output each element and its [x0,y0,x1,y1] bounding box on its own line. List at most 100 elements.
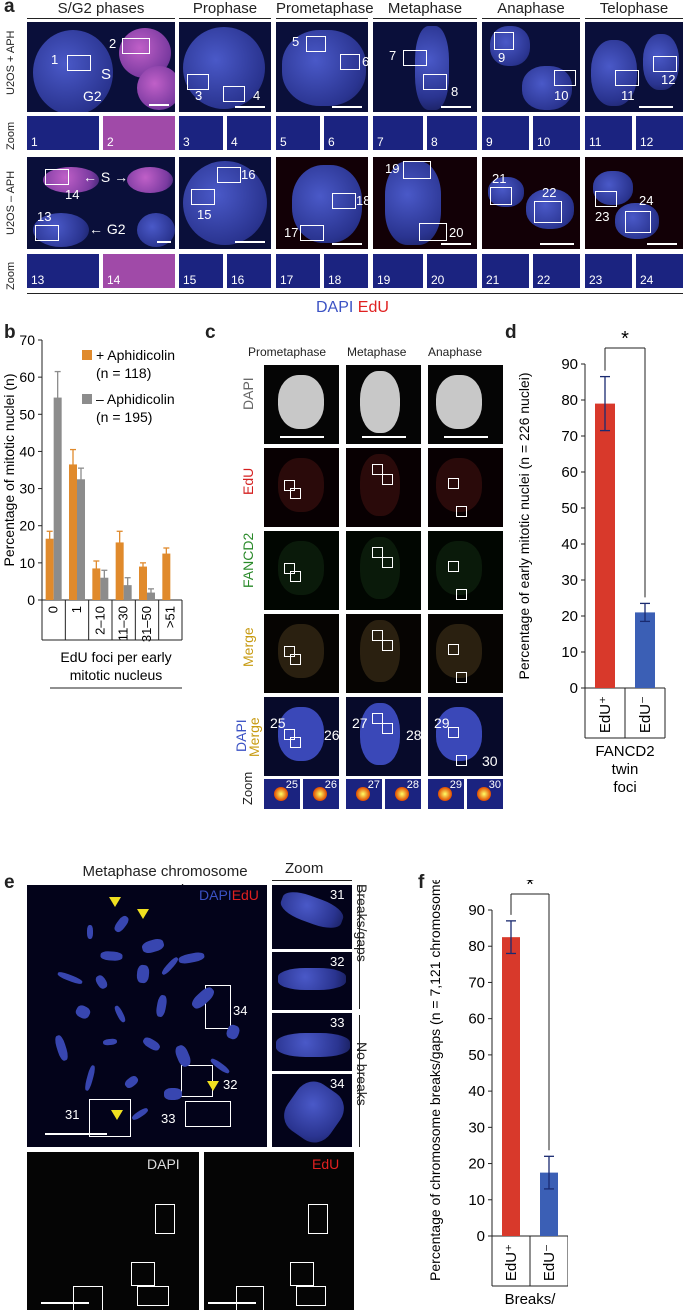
zoom-cell-19: 19 [373,254,423,288]
c-zoom-number: 27 [367,779,380,791]
c-zoom-number: 30 [488,779,501,791]
phase-header-rule-0 [27,18,175,19]
c-zoom-cell: 26 [303,779,339,809]
b-bar [77,479,85,600]
xtick-label: EdU⁺ [597,696,614,733]
zoom-number: 23 [589,273,603,287]
c-chromatin [436,541,482,595]
panel-f-letter: f [418,872,425,893]
c-image-r4-c2: 29 30 [428,697,503,776]
zoom-number: 5 [280,135,287,149]
phase-header-rule-4 [482,18,580,19]
c-image-r4-c1: 27 28 [346,697,421,776]
row-label-aph-minus: U2OS – APH [5,170,17,235]
c-chromatin [278,375,324,429]
ytick-label: 60 [468,1011,485,1028]
c-zoom-box [290,737,301,748]
zoom-number: 15 [183,273,197,287]
row-label-aph-plus: U2OS + APH [5,30,17,95]
c-chromatin [436,458,482,512]
zoom-cell-15: 15 [179,254,223,288]
row-label-zoom-1: Zoom [5,121,17,150]
c-image-r1-c0 [264,448,339,527]
b-bar [69,464,77,600]
ytick-label: 0 [570,680,578,697]
telophase-aph-minus-image: 23 24 [585,157,683,249]
phase-header-0: S/G2 phases [57,0,145,17]
phase-header-rule-1 [179,18,271,19]
chromosome [155,994,168,1018]
break-arrow-icon [137,909,149,919]
ytick-label: 30 [468,1119,485,1136]
ytick-label: 70 [468,974,485,991]
b-ytick-label: 10 [19,555,35,571]
ytick-label: 40 [468,1083,485,1100]
prometaphase-aph-plus-image: 5 6 [276,22,368,112]
phase-header-2: Prometaphase [276,0,374,17]
c-chromatin [436,707,482,761]
prometaphase-aph-minus-image: 18 17 [276,157,368,249]
zoom-cell-18: 18 [324,254,368,288]
legend-dapi-edu: DAPI EdU [316,299,389,316]
ylabel: Percentage of early mitotic nuclei (n = … [516,373,532,680]
b-xtick-label: 0 [46,606,61,613]
ytick-label: 40 [561,536,578,553]
zoom-cell-7: 7 [373,116,423,150]
b-xtick-label: 31–50 [139,606,154,642]
c-zoom-box [284,646,295,657]
panel-d-chart: 0 10 20 30 40 50 60 70 80 90 Percentage of early m… [516,330,666,796]
zoom-number: 18 [328,273,342,287]
ytick-label: 80 [561,392,578,409]
c-zoom-box [448,644,459,655]
c-zoom-number: 26 [324,727,339,743]
zoom-number: 17 [280,273,294,287]
c-zoom-box [290,571,301,582]
chromosome [141,1035,162,1053]
ytick-label: 30 [561,572,578,589]
zoom-e-title: Zoom [285,860,324,877]
c-image-r1-c2 [428,448,503,527]
c-chromatin [278,624,324,678]
ytick-label: 80 [468,938,485,955]
c-zoom-focus [274,787,288,801]
chromosome [136,964,150,984]
break-arrow-icon [109,897,121,907]
metaphase-aph-minus-image: 19 20 [373,157,477,249]
ytick-label: 50 [468,1047,485,1064]
zoom-number: 3 [183,135,190,149]
c-zoom-cell: 28 [385,779,421,809]
metaphase-spread-image: DAPIEdU 34 32 31 33 [27,885,267,1147]
zoom-cell-21: 21 [482,254,529,288]
b-xtick-label: >51 [162,606,177,628]
zoom-number: 24 [640,273,654,287]
b-bar [162,553,171,600]
b-ytick-label: 40 [19,443,35,459]
ytick-label: 60 [561,464,578,481]
row-label-zoom-2: Zoom [5,261,17,290]
c-scalebar [444,436,488,438]
c-zoom-number: 30 [482,753,498,769]
group-label: foci [613,779,636,796]
chromosome [53,1034,70,1062]
c-zoom-box [284,480,295,491]
panel-c-letter: c [205,322,216,343]
zoom-number: 4 [231,135,238,149]
xtick-label: EdU⁺ [503,1244,520,1281]
chromosome [100,950,123,962]
c-chromatin [278,458,324,512]
c-zoom-number: 29 [434,715,450,731]
phase-header-rule-3 [373,18,477,19]
c-zoom-box [372,630,383,641]
c-image-r2-c2 [428,531,503,610]
c-zoom-box [372,464,383,475]
zoom-cell-13: 13 [27,254,99,288]
sg2-aph-minus-image: 14 ← S → 13 ← G2 [27,157,175,249]
chromosome [56,970,84,986]
ytick-label: 20 [468,1156,485,1173]
c-zoom-cell: 30 [467,779,503,809]
c-zoom-focus [438,787,452,801]
c-image-r2-c0 [264,531,339,610]
zoom-cell-1: 1 [27,116,99,150]
c-image-r3-c1 [346,614,421,693]
b-xlabel-2: mitotic nucleus [70,667,163,683]
